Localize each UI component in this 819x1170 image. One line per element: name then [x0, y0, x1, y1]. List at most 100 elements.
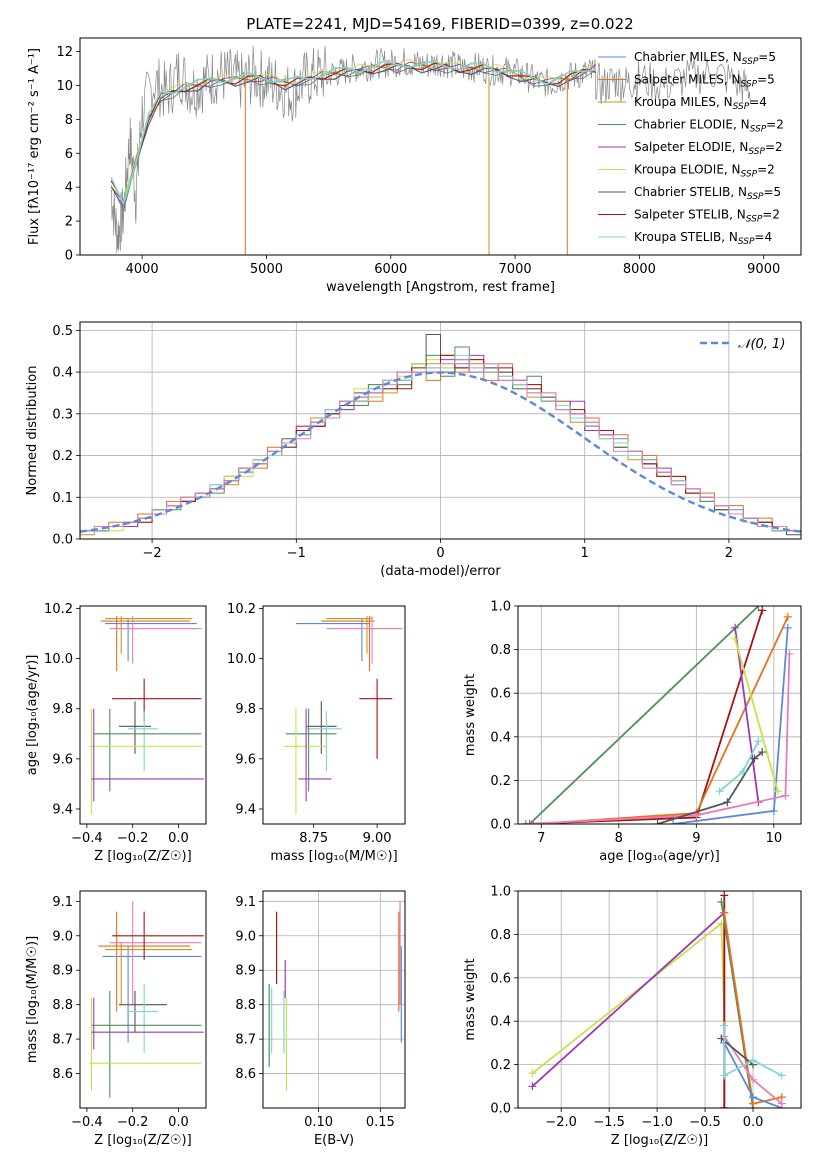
massweight-marker — [769, 806, 778, 815]
errorbar-point — [298, 708, 332, 802]
y-tick-label: 8.7 — [52, 1033, 73, 1048]
massweight-marker — [720, 1021, 729, 1030]
mass-vs-ebv-panel: 0.10 0.15 8.6 8.7 8.8 8.9 9.0 9.1 E(B-V) — [235, 890, 406, 1148]
massweight-line — [525, 610, 764, 824]
massweight-marker — [529, 820, 538, 824]
massweight-series — [521, 649, 794, 824]
plot-area — [80, 334, 801, 536]
x-tick-label: 7000 — [499, 262, 532, 277]
y-tick-label: 9.6 — [52, 752, 73, 767]
axes-frame — [79, 605, 207, 825]
massweight-marker — [783, 612, 792, 621]
y-tick-label: 0.3 — [52, 407, 73, 422]
y-tick-label: 0.8 — [490, 643, 511, 658]
axes-frame — [79, 37, 802, 256]
errorbar-point — [295, 618, 370, 662]
y-tick-label: 0.1 — [52, 491, 73, 506]
y-tick-label: 12 — [56, 45, 73, 60]
y-tick-label: 10.2 — [227, 602, 256, 617]
x-tick-label: 9 — [692, 831, 700, 846]
errorbar-point — [105, 618, 197, 662]
axes-frame — [262, 605, 406, 825]
x-tick-label: 9.00 — [363, 831, 392, 846]
massweight-marker — [749, 1075, 758, 1084]
massweight-line — [734, 638, 779, 792]
massweight-line — [723, 1025, 783, 1077]
axes-frame — [517, 605, 802, 825]
massweight-series — [529, 612, 792, 824]
massweight-series — [528, 908, 729, 1108]
massweight-series — [720, 1032, 786, 1108]
age-vs-z-panel: −0.4 −0.2 0.0 9.4 9.6 9.8 10.0 10.2 Z [log₁₀(Z/Z… — [25, 602, 207, 864]
errorbar-point — [100, 616, 190, 672]
massweight-line — [672, 627, 789, 824]
x-tick-label: 8.75 — [299, 831, 328, 846]
massweight-marker — [720, 1104, 729, 1108]
axes-frame — [79, 321, 802, 540]
massweight-line — [528, 606, 760, 824]
x-tick-label: −1 — [287, 546, 306, 561]
plot-area — [89, 616, 204, 814]
x-tick-label: −2 — [143, 546, 162, 561]
massweight-marker — [781, 791, 790, 800]
errorbar-point — [326, 616, 403, 664]
massweight-series — [653, 748, 767, 824]
massweight-marker — [754, 737, 763, 746]
x-tick-label: 0.10 — [304, 1115, 333, 1130]
y-tick-label: 9.8 — [52, 702, 73, 717]
y-tick-label: 9.4 — [235, 802, 256, 817]
mass-vs-z-panel: −0.4 −0.2 0.0 8.6 8.7 8.8 8.9 9.0 9.1 Z [log₁₀(Z/… — [25, 890, 207, 1148]
legend-label: Salpeter MILES, NSSP=5 — [634, 73, 775, 90]
y-tick-label: 9.4 — [52, 802, 73, 817]
errorbar-point — [91, 708, 204, 802]
y-tick-label: 0.4 — [490, 730, 511, 745]
x-axis-label: wavelength [Angstrom, rest frame] — [326, 280, 555, 295]
x-tick-label: −1.5 — [593, 1115, 625, 1130]
massweight-series — [731, 623, 763, 807]
errorbar-point — [359, 678, 393, 759]
massweight-vs-z-panel: −2.0 −1.5 −1.0 −0.5 0.0 0.0 0.2 0.4 0.6 0.8 1.0 Z [… — [463, 885, 802, 1148]
errorbar-point — [109, 616, 202, 664]
legend-label: Chabrier STELIB, NSSP=5 — [634, 185, 781, 202]
y-tick-label: 10.2 — [44, 602, 73, 617]
x-axis-label: Z [log₁₀(Z/Z☉)] — [611, 1133, 708, 1148]
massweight-marker — [731, 634, 740, 643]
spectrum-panel: 4000 5000 6000 7000 8000 9000 0 2 4 6 8 10 12 wavelen… — [27, 37, 802, 295]
legend-label: Salpeter STELIB, NSSP=2 — [634, 208, 780, 225]
massweight-marker — [653, 820, 662, 824]
massweight-line — [734, 627, 760, 803]
x-axis-label: mass [log₁₀(M/M☉)] — [270, 849, 397, 864]
massweight-marker — [715, 787, 724, 796]
y-tick-label: 0.0 — [490, 818, 511, 833]
legend-label: Kroupa ELODIE, NSSP=2 — [634, 163, 775, 180]
age-vs-mass-panel: 8.75 9.00 9.4 9.6 9.8 10.0 10.2 mass [log₁₀(M/M… — [227, 602, 406, 864]
y-axis-label: mass [log₁₀(M/M☉)] — [25, 936, 40, 1063]
y-tick-label: 1.0 — [490, 600, 511, 615]
massweight-marker — [738, 767, 747, 776]
errorbar-point — [105, 942, 193, 1005]
y-axis-label: age [log₁₀(age/yr)] — [25, 655, 40, 776]
plot-area — [110, 45, 751, 255]
massweight-marker — [720, 891, 729, 900]
errorbar-point — [321, 616, 375, 672]
x-tick-label: −0.2 — [117, 831, 149, 846]
errorbar-point — [285, 708, 337, 792]
model-fit-line — [110, 64, 596, 203]
errorbar-point — [91, 997, 204, 1050]
x-tick-label: 8 — [615, 831, 623, 846]
massweight-marker — [521, 820, 530, 824]
y-tick-label: 9.6 — [235, 752, 256, 767]
y-tick-label: 1.0 — [490, 885, 511, 900]
massweight-line — [525, 653, 791, 824]
y-tick-label: 4 — [65, 181, 73, 196]
model-fit-line — [110, 60, 596, 206]
x-tick-label: 0.0 — [168, 831, 189, 846]
legend-label: Salpeter ELODIE, NSSP=2 — [634, 140, 783, 157]
y-axis-label: Normed distribution — [25, 366, 40, 496]
residuals-panel: −2 −1 0 1 2 0.0 0.1 0.2 0.3 0.4 0.5 (data-model)/er… — [25, 321, 802, 579]
y-tick-label: 8 — [65, 113, 73, 128]
massweight-marker — [754, 606, 763, 610]
massweight-marker — [773, 787, 782, 796]
x-tick-label: 0.15 — [366, 1115, 395, 1130]
